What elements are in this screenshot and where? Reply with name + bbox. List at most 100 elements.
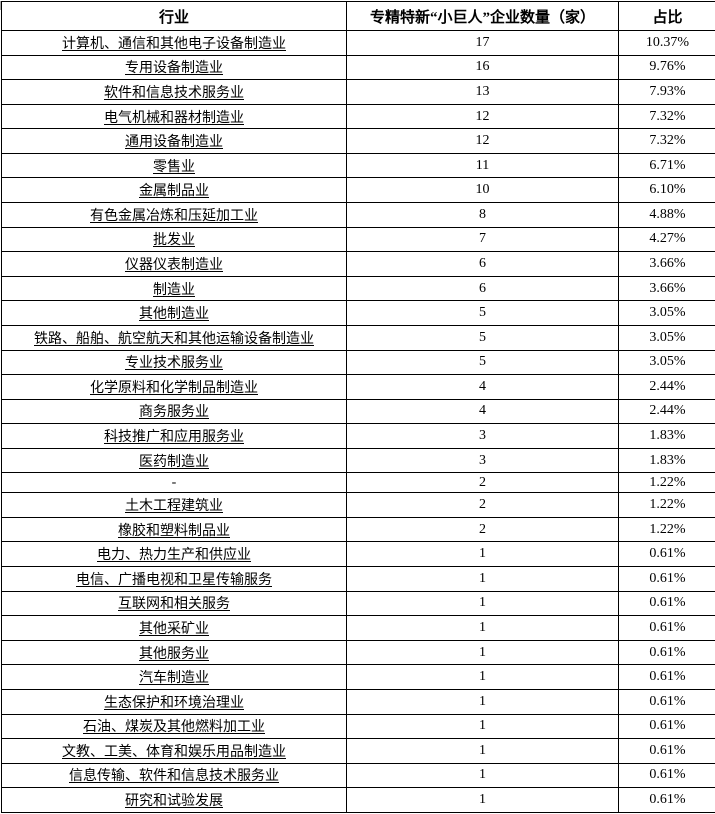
industry-cell: 文教、工美、体育和娱乐用品制造业	[1, 738, 347, 764]
count-cell: 4	[346, 398, 619, 425]
industry-cell: 其他采矿业	[1, 615, 347, 641]
count-cell-text: 4	[479, 378, 486, 394]
industry-cell-text: 铁路、船舶、航空航天和其他运输设备制造业	[34, 331, 314, 347]
share-cell-text: 0.61%	[649, 595, 686, 611]
industry-cell-text: 计算机、通信和其他电子设备制造业	[62, 36, 286, 52]
table-row: 石油、煤炭及其他燃料加工业 1 0.61%	[1, 713, 715, 740]
industry-cell: 其他制造业	[1, 300, 347, 326]
share-cell: 0.61%	[618, 787, 715, 813]
share-cell: 3.05%	[618, 324, 715, 351]
count-cell: 6	[346, 275, 619, 302]
table-row: 商务服务业 4 2.44%	[1, 398, 715, 425]
industry-cell: 信息传输、软件和信息技术服务业	[1, 762, 347, 789]
share-cell: 0.61%	[618, 664, 715, 690]
industry-cell-text: 土木工程建筑业	[125, 499, 223, 515]
industry-cell-text: 有色金属冶炼和压延加工业	[90, 208, 258, 224]
industry-cell: 电力、热力生产和供应业	[1, 541, 347, 568]
industry-cell: 汽车制造业	[1, 664, 347, 690]
industry-cell: 专用设备制造业	[1, 54, 347, 81]
share-cell-text: 1.83%	[649, 452, 686, 468]
count-cell-text: 1	[479, 742, 486, 758]
industry-cell: 石油、煤炭及其他燃料加工业	[1, 713, 347, 740]
count-cell-text: 1	[479, 570, 486, 586]
table-row: 仪器仪表制造业 6 3.66%	[1, 251, 715, 277]
industry-cell-text: 通用设备制造业	[125, 135, 223, 151]
count-cell-text: 1	[479, 669, 486, 685]
share-cell-text: 0.61%	[649, 792, 686, 808]
count-cell: 17	[346, 30, 619, 56]
count-cell-text: 7	[479, 231, 486, 247]
table-row: 制造业 6 3.66%	[1, 275, 715, 302]
table-row: 电气机械和器材制造业 12 7.32%	[1, 103, 715, 130]
count-cell-text: 2	[479, 474, 486, 490]
industry-cell: 零售业	[1, 152, 347, 179]
share-cell: 1.83%	[618, 447, 715, 474]
industry-cell-text: 生态保护和环境治理业	[104, 695, 244, 711]
table-row: 文教、工美、体育和娱乐用品制造业 1 0.61%	[1, 738, 715, 764]
share-cell-text: 4.27%	[649, 231, 686, 247]
count-cell-text: 11	[475, 157, 490, 173]
count-cell-text: 10	[475, 182, 490, 198]
industry-cell-text: 互联网和相关服务	[118, 597, 230, 613]
industry-cell-text: 其他服务业	[139, 646, 209, 662]
count-cell-text: 17	[475, 34, 490, 50]
share-cell: 4.27%	[618, 226, 715, 253]
count-cell-text: 1	[479, 644, 486, 660]
industry-cell-text: 研究和试验发展	[125, 794, 223, 810]
table-row: 医药制造业 3 1.83%	[1, 447, 715, 474]
count-cell: 8	[346, 202, 619, 228]
industry-cell: 商务服务业	[1, 398, 347, 425]
industry-cell-text: 其他制造业	[139, 307, 209, 323]
share-cell: 9.76%	[618, 54, 715, 81]
share-cell-text: 0.61%	[649, 570, 686, 586]
industry-cell: 通用设备制造业	[1, 128, 347, 154]
share-cell-text: 0.61%	[649, 742, 686, 758]
column-header-share: 占比	[618, 1, 715, 31]
count-cell: 1	[346, 639, 619, 666]
share-cell-text: 1.22%	[649, 521, 686, 537]
count-cell-text: 12	[475, 108, 490, 124]
share-cell-text: 7.32%	[649, 108, 686, 124]
industry-cell-text: 电信、广播电视和卫星传输服务	[76, 572, 272, 588]
industry-cell: 专业技术服务业	[1, 349, 347, 376]
count-cell-text: 2	[479, 497, 486, 513]
share-cell-text: 4.88%	[649, 206, 686, 222]
count-cell-text: 2	[479, 521, 486, 537]
share-cell: 0.61%	[618, 762, 715, 789]
industry-cell: 铁路、船舶、航空航天和其他运输设备制造业	[1, 324, 347, 351]
count-cell: 2	[346, 516, 619, 543]
industry-cell-text: -	[171, 474, 177, 490]
industry-cell: 制造业	[1, 275, 347, 302]
table-row: 化学原料和化学制品制造业 4 2.44%	[1, 374, 715, 400]
share-cell: 0.61%	[618, 615, 715, 641]
table-row: 电力、热力生产和供应业 1 0.61%	[1, 541, 715, 568]
industry-cell-text: 医药制造业	[139, 454, 209, 470]
share-cell-text: 3.05%	[649, 305, 686, 321]
industry-cell-text: 专用设备制造业	[125, 61, 223, 77]
share-cell: 2.44%	[618, 374, 715, 400]
industry-cell: 橡胶和塑料制品业	[1, 516, 347, 543]
share-cell-text: 1.83%	[649, 428, 686, 444]
count-cell: 1	[346, 787, 619, 813]
share-cell: 1.83%	[618, 423, 715, 449]
share-cell: 6.71%	[618, 152, 715, 179]
count-cell-text: 8	[479, 206, 486, 222]
count-cell-text: 13	[475, 83, 490, 99]
share-cell-text: 0.61%	[649, 619, 686, 635]
industry-cell-text: 金属制品业	[139, 184, 209, 200]
count-cell-text: 1	[479, 767, 486, 783]
count-cell-text: 6	[479, 280, 486, 296]
count-cell: 1	[346, 566, 619, 592]
share-cell-text: 3.66%	[649, 280, 686, 296]
industry-cell: 批发业	[1, 226, 347, 253]
count-cell-text: 5	[479, 329, 486, 345]
count-cell: 5	[346, 324, 619, 351]
share-cell: 4.88%	[618, 202, 715, 228]
share-cell-text: 0.61%	[649, 644, 686, 660]
count-cell: 1	[346, 688, 619, 715]
share-cell-text: 3.66%	[649, 255, 686, 271]
count-cell-text: 1	[479, 546, 486, 562]
count-cell: 7	[346, 226, 619, 253]
industry-cell-text: 制造业	[153, 282, 195, 298]
